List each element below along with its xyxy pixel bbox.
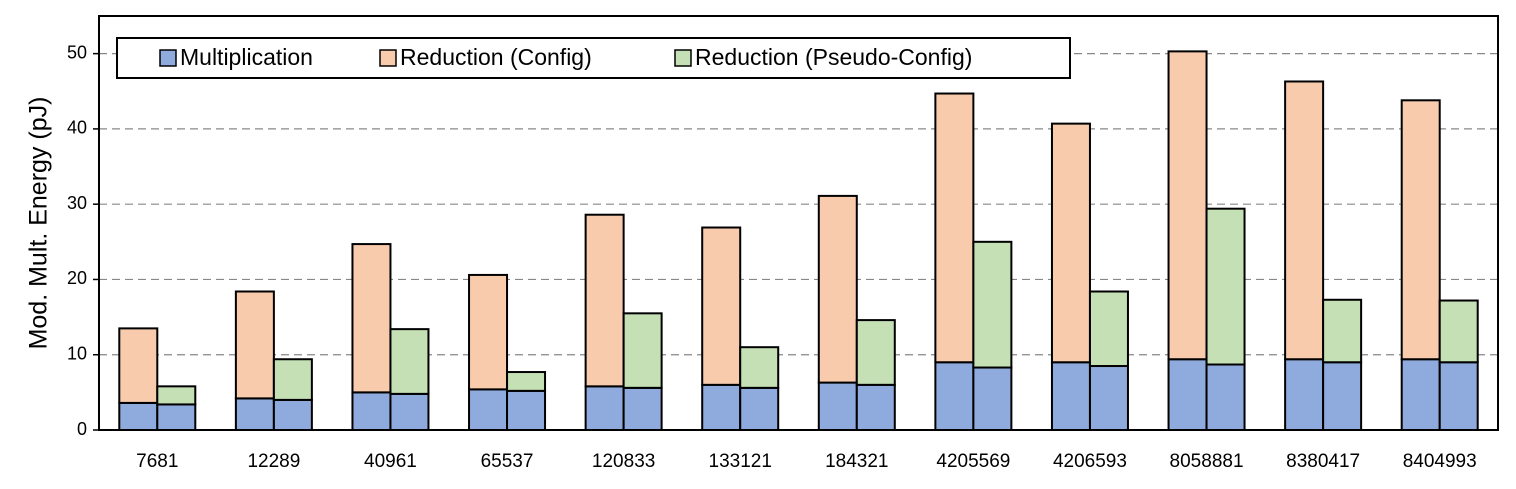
bar-segment (468, 273, 509, 391)
y-tick-label: 50 (67, 42, 87, 62)
bar-segment (739, 346, 780, 389)
y-tick-label: 0 (77, 419, 87, 439)
bar-segment (1088, 290, 1129, 368)
bar-segment (1284, 80, 1325, 361)
x-tick-label: 12289 (247, 451, 300, 472)
bar-segment (468, 388, 509, 431)
bar-segment (351, 243, 392, 394)
bar-segment (506, 389, 547, 432)
bar-segment (272, 358, 313, 401)
bar-segment (855, 383, 896, 431)
bar-segment (1050, 361, 1091, 431)
bar-segment (272, 398, 313, 431)
x-tick-label: 4206593 (1053, 451, 1127, 472)
bar-segment (389, 328, 430, 395)
legend-label: Reduction (Config) (400, 44, 592, 70)
y-axis-title: Mod. Mult. Energy (pJ) (25, 97, 53, 350)
y-tick-label: 20 (67, 268, 87, 288)
bar-segment (234, 397, 275, 432)
bar-segment (1088, 365, 1129, 432)
x-tick-label: 133121 (709, 451, 772, 472)
y-tick-label: 30 (67, 193, 87, 213)
bar-segment (156, 385, 197, 406)
bar-segment (622, 312, 663, 389)
bar-segment (584, 385, 625, 432)
legend-swatch (674, 49, 692, 67)
bar-segment (622, 386, 663, 431)
bar-segment (506, 371, 547, 392)
legend-swatch (379, 49, 397, 67)
bar-segment (118, 327, 159, 404)
bar-segment (1400, 358, 1441, 431)
bar-segment (118, 401, 159, 432)
legend-box (116, 37, 1071, 79)
x-tick-label: 8380417 (1286, 451, 1360, 472)
bar-segment (1205, 363, 1246, 431)
bar-segment (855, 319, 896, 386)
bar-segment (1322, 298, 1363, 364)
x-tick-label: 4205569 (936, 451, 1010, 472)
x-tick-label: 7681 (136, 451, 178, 472)
bar-segment (739, 386, 780, 431)
y-tick-label: 40 (67, 118, 87, 138)
bar-segment (1205, 207, 1246, 366)
bar-segment (1050, 122, 1091, 364)
bar-segment (701, 226, 742, 386)
bar-segment (1438, 299, 1479, 364)
bar-segment (1167, 358, 1208, 431)
legend-label: Reduction (Pseudo-Config) (695, 44, 972, 70)
x-tick-label: 40961 (364, 451, 417, 472)
bar-segment (1167, 50, 1208, 361)
bar-segment (701, 383, 742, 431)
bar-segment (934, 92, 975, 364)
x-tick-label: 120833 (592, 451, 655, 472)
bar-segment (817, 381, 858, 432)
plot-frame (98, 15, 1499, 431)
legend-swatch (159, 49, 177, 67)
bar-segment (1400, 99, 1441, 361)
bar-segment (1284, 358, 1325, 431)
legend-label: Multiplication (180, 44, 313, 70)
bar-segment (934, 361, 975, 431)
bar-segment (1438, 361, 1479, 431)
x-tick-label: 8404993 (1403, 451, 1477, 472)
bar-segment (1322, 361, 1363, 431)
bar-segment (351, 391, 392, 432)
x-tick-label: 65537 (481, 451, 534, 472)
bar-segment (234, 290, 275, 400)
x-tick-label: 8058881 (1170, 451, 1244, 472)
bar-segment (156, 403, 197, 432)
bar-segment (817, 194, 858, 384)
bar-segment (584, 213, 625, 388)
x-tick-label: 184321 (825, 451, 888, 472)
bar-segment (389, 392, 430, 431)
bar-segment (972, 240, 1013, 369)
y-tick-label: 10 (67, 343, 87, 363)
bar-segment (972, 366, 1013, 432)
